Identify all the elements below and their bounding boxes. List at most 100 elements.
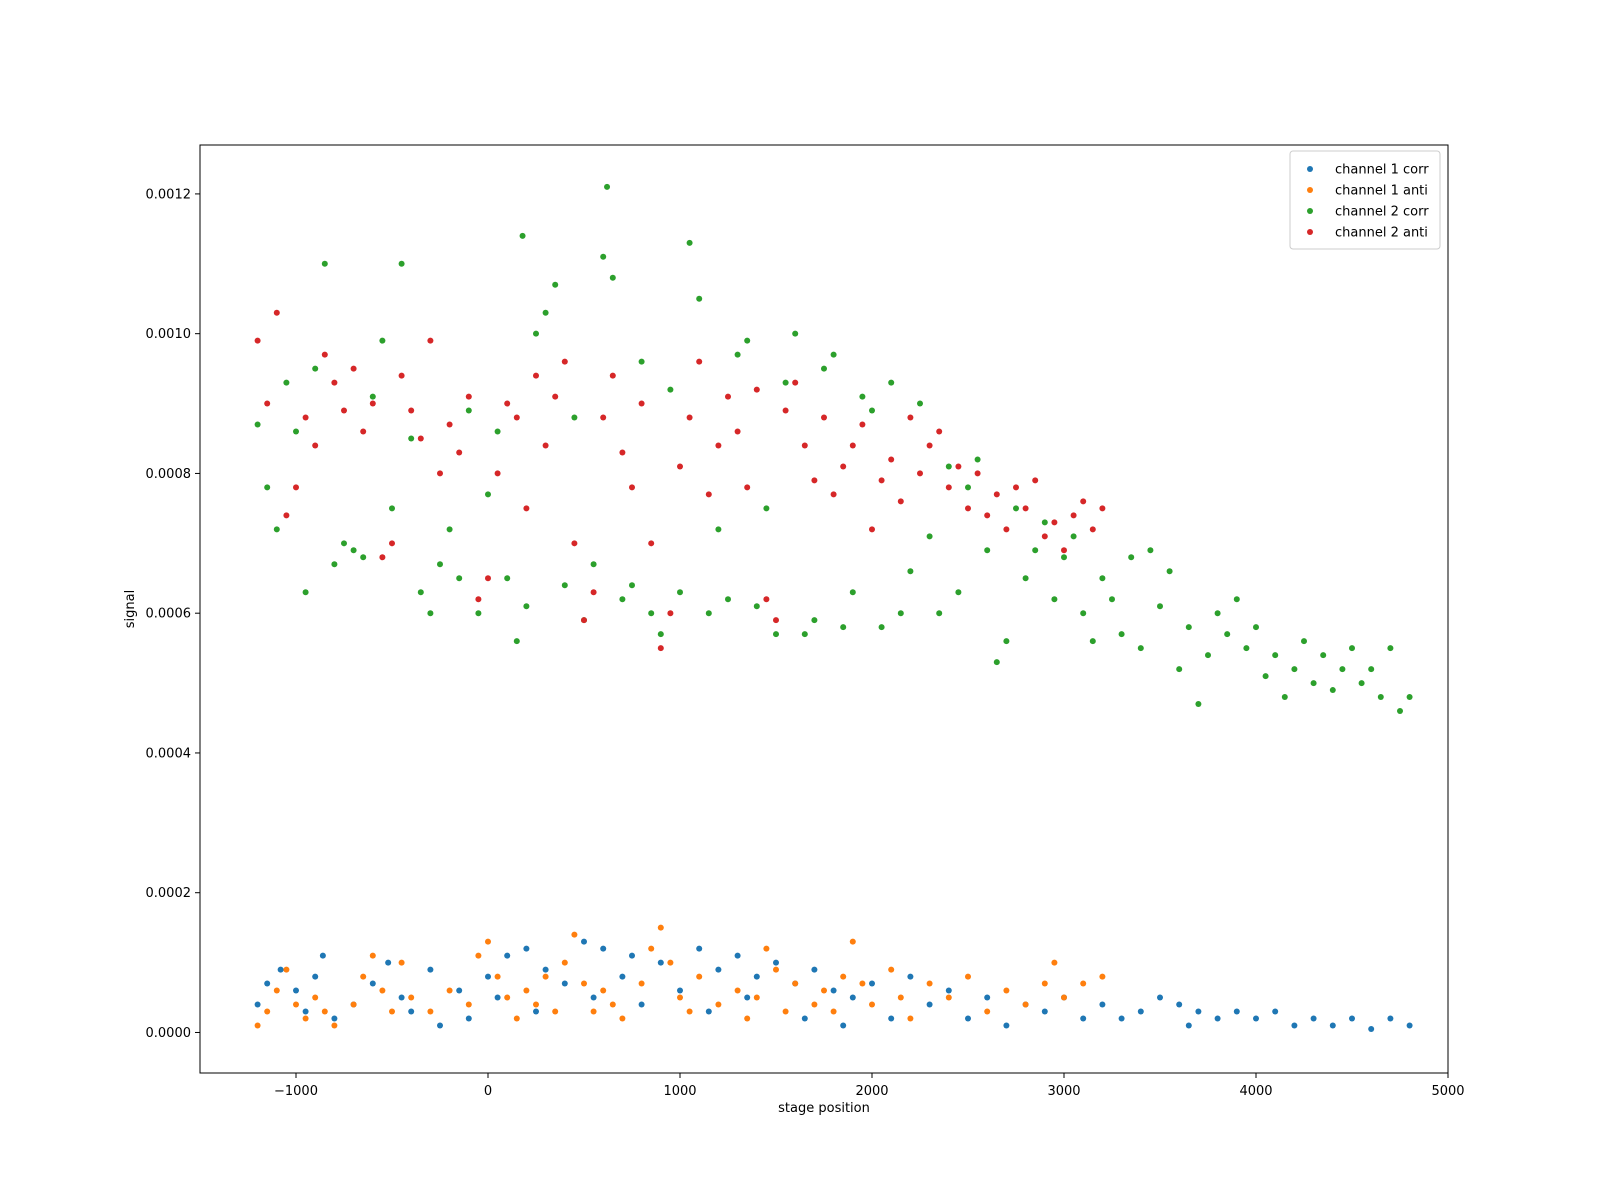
- data-point: [1214, 1015, 1221, 1022]
- data-point: [254, 1022, 261, 1029]
- data-point: [1041, 980, 1048, 987]
- data-point: [648, 540, 655, 547]
- data-point: [369, 952, 376, 959]
- data-point: [1041, 533, 1048, 540]
- data-point: [830, 491, 837, 498]
- data-point: [312, 365, 319, 372]
- data-point: [753, 994, 760, 1001]
- data-point: [379, 554, 386, 561]
- data-point: [398, 959, 405, 966]
- data-point: [494, 973, 501, 980]
- data-point: [475, 610, 482, 617]
- data-point: [273, 309, 280, 316]
- data-point: [1176, 1001, 1183, 1008]
- data-point: [629, 582, 635, 589]
- legend-marker: [1307, 166, 1313, 172]
- data-point: [312, 973, 319, 980]
- data-point: [369, 980, 376, 987]
- data-point: [398, 994, 405, 1001]
- data-point: [840, 624, 847, 631]
- data-point: [792, 379, 799, 386]
- data-point: [427, 1008, 434, 1015]
- data-point: [379, 987, 386, 994]
- data-point: [446, 421, 453, 428]
- data-point: [840, 1022, 847, 1029]
- data-point: [696, 945, 703, 952]
- data-point: [581, 938, 587, 945]
- data-point: [984, 994, 991, 1001]
- data-point: [734, 952, 741, 959]
- data-point: [1377, 694, 1384, 701]
- data-point: [1406, 1022, 1413, 1029]
- data-point: [629, 952, 635, 959]
- data-point: [1013, 505, 1019, 512]
- data-point: [321, 351, 328, 358]
- data-point: [993, 491, 1000, 498]
- data-point: [1099, 575, 1106, 582]
- x-tick-label: 1000: [663, 1084, 696, 1099]
- data-point: [254, 337, 261, 344]
- data-point: [427, 966, 434, 973]
- data-point: [638, 980, 645, 987]
- data-point: [993, 659, 1000, 666]
- data-point: [319, 952, 326, 959]
- data-point: [254, 421, 261, 428]
- data-point: [792, 980, 799, 987]
- data-point: [955, 463, 962, 470]
- legend-marker: [1307, 208, 1313, 214]
- data-point: [657, 924, 664, 931]
- data-point: [1349, 1015, 1355, 1022]
- data-point: [677, 987, 683, 994]
- data-point: [604, 183, 611, 190]
- data-point: [734, 987, 741, 994]
- data-point: [494, 994, 501, 1001]
- data-point: [734, 351, 741, 358]
- data-point: [696, 295, 703, 302]
- data-point: [1387, 645, 1394, 652]
- data-point: [427, 610, 434, 617]
- data-point: [1310, 680, 1317, 687]
- data-point: [677, 463, 683, 470]
- data-point: [341, 540, 347, 547]
- data-point: [273, 526, 280, 533]
- data-point: [417, 435, 424, 442]
- data-point: [350, 547, 357, 554]
- data-point: [331, 379, 338, 386]
- data-point: [859, 421, 866, 428]
- data-point: [1272, 652, 1279, 659]
- y-axis-label: signal: [123, 590, 138, 628]
- data-point: [542, 973, 549, 980]
- series-2-points: [254, 924, 1106, 1029]
- data-point: [1061, 554, 1067, 561]
- data-point: [1051, 596, 1058, 603]
- data-point: [523, 987, 530, 994]
- data-point: [715, 1001, 722, 1008]
- data-point: [283, 379, 290, 386]
- data-point: [744, 484, 751, 491]
- data-point: [523, 505, 530, 512]
- x-tick-label: 3000: [1047, 1084, 1080, 1099]
- data-point: [667, 386, 674, 393]
- data-point: [398, 372, 405, 379]
- data-point: [437, 561, 443, 568]
- data-point: [1368, 1025, 1375, 1032]
- data-point: [571, 414, 578, 421]
- x-tick-label: 0: [484, 1084, 492, 1099]
- data-point: [936, 610, 943, 617]
- data-point: [1233, 596, 1240, 603]
- data-point: [609, 274, 616, 281]
- data-point: [629, 484, 635, 491]
- data-point: [696, 973, 703, 980]
- data-point: [725, 596, 731, 603]
- data-point: [590, 1008, 597, 1015]
- data-point: [657, 959, 664, 966]
- data-point: [677, 589, 683, 596]
- data-point: [331, 561, 338, 568]
- data-points-layer: [254, 183, 1413, 1032]
- data-point: [859, 393, 866, 400]
- x-tick-label: 4000: [1239, 1084, 1272, 1099]
- data-point: [465, 1001, 472, 1008]
- data-point: [907, 414, 914, 421]
- data-point: [494, 428, 501, 435]
- data-point: [542, 442, 549, 449]
